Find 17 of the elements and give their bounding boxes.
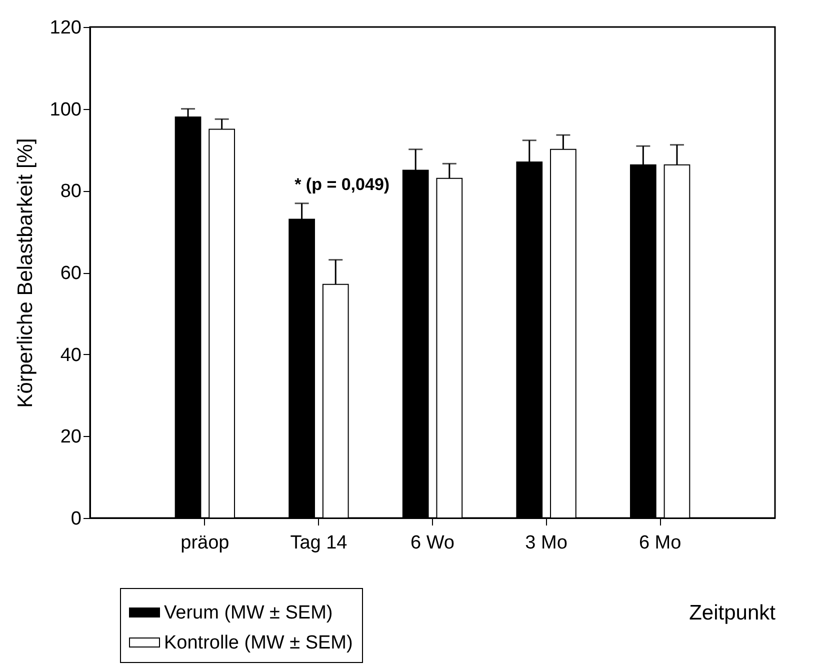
x-tick-label: 6 Wo xyxy=(410,532,455,554)
y-tick-label: 100 xyxy=(50,99,82,120)
y-axis-title: Körperliche Belastbarkeit [%] xyxy=(14,138,37,408)
x-tick-label: Tag 14 xyxy=(290,532,348,554)
x-tick-label: präop xyxy=(180,532,230,554)
y-tick-label: 40 xyxy=(60,344,82,366)
y-tick-label: 0 xyxy=(70,508,82,530)
y-tick-label: 60 xyxy=(60,263,82,284)
x-tick-label: 3 Mo xyxy=(525,532,568,554)
y-tick-label: 20 xyxy=(60,426,82,448)
y-tick-label: 80 xyxy=(60,181,82,202)
x-axis-title: Zeitpunkt xyxy=(689,602,776,624)
legend-label: Kontrolle (MW ± SEM) xyxy=(164,632,353,654)
x-tick-label: 6 Mo xyxy=(638,532,682,554)
y-tick-label: 120 xyxy=(50,18,82,38)
annotation: * (p = 0,049) xyxy=(294,175,390,194)
legend-label: Verum (MW ± SEM) xyxy=(164,602,333,624)
